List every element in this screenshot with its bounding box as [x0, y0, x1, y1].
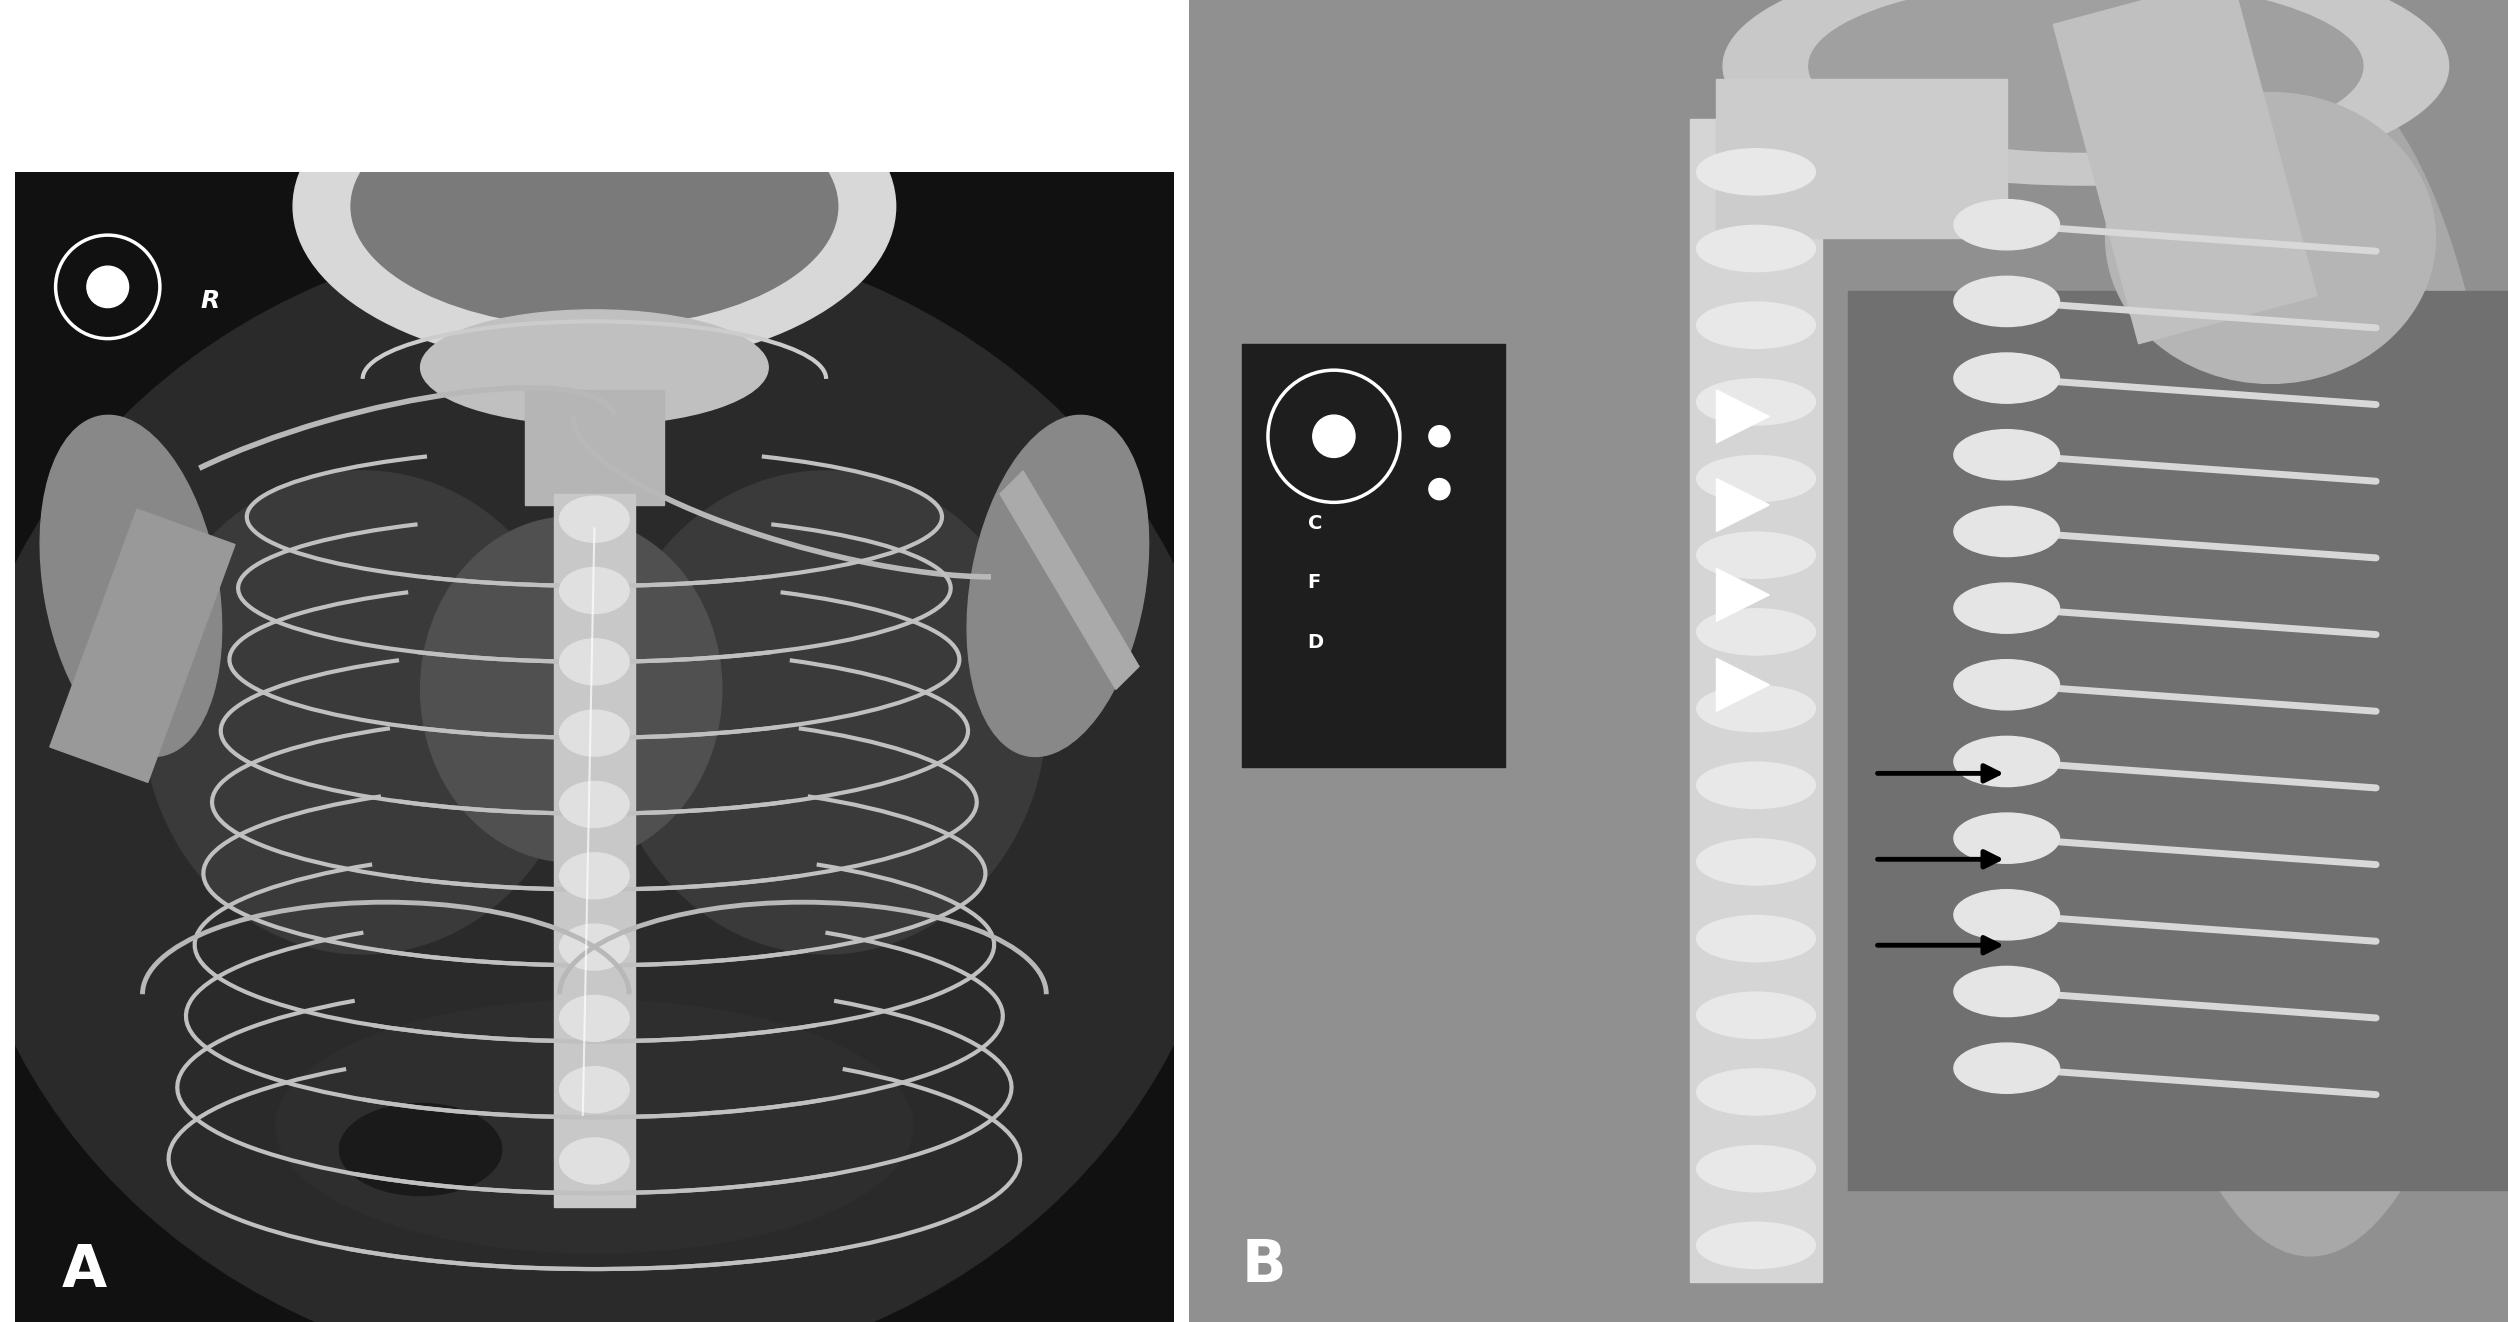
Circle shape: [1430, 479, 1450, 500]
Ellipse shape: [559, 710, 630, 756]
Ellipse shape: [1698, 761, 1816, 808]
Ellipse shape: [559, 496, 630, 542]
Ellipse shape: [1954, 813, 2059, 863]
Bar: [1715, 79, 2006, 238]
Bar: [50, 509, 236, 783]
Ellipse shape: [1698, 455, 1816, 501]
Ellipse shape: [559, 567, 630, 613]
Ellipse shape: [1698, 1223, 1816, 1269]
Bar: [1241, 344, 1505, 767]
Ellipse shape: [559, 781, 630, 828]
Ellipse shape: [2112, 66, 2508, 1256]
Ellipse shape: [1723, 0, 2448, 185]
Text: F: F: [1307, 574, 1322, 592]
Polygon shape: [1715, 390, 1768, 443]
Bar: [554, 494, 635, 1207]
Ellipse shape: [1808, 0, 2363, 152]
Ellipse shape: [559, 1138, 630, 1185]
Ellipse shape: [1954, 200, 2059, 250]
Ellipse shape: [143, 471, 582, 954]
Ellipse shape: [1698, 225, 1816, 272]
Ellipse shape: [40, 415, 221, 756]
Bar: [1848, 291, 2508, 1190]
Ellipse shape: [559, 924, 630, 970]
Text: B: B: [1241, 1237, 1287, 1294]
Ellipse shape: [607, 471, 1046, 954]
Ellipse shape: [1698, 148, 1816, 194]
Circle shape: [88, 266, 128, 308]
Ellipse shape: [1698, 378, 1816, 426]
Ellipse shape: [1954, 583, 2059, 633]
Text: A: A: [60, 1243, 105, 1300]
Circle shape: [1312, 415, 1354, 457]
Ellipse shape: [1954, 736, 2059, 787]
Circle shape: [1430, 426, 1450, 447]
Bar: [524, 390, 665, 505]
Ellipse shape: [421, 309, 767, 424]
Ellipse shape: [1954, 966, 2059, 1017]
Polygon shape: [1715, 479, 1768, 531]
Ellipse shape: [1698, 531, 1816, 579]
Ellipse shape: [559, 995, 630, 1042]
Ellipse shape: [1698, 301, 1816, 348]
Ellipse shape: [293, 45, 895, 368]
Ellipse shape: [1954, 890, 2059, 940]
Ellipse shape: [559, 1067, 630, 1113]
Ellipse shape: [339, 1104, 502, 1195]
Ellipse shape: [1698, 1069, 1816, 1116]
Ellipse shape: [351, 86, 838, 327]
Ellipse shape: [421, 517, 722, 862]
Polygon shape: [1001, 471, 1139, 689]
Text: C: C: [1307, 514, 1322, 533]
Text: D: D: [1307, 633, 1324, 652]
Ellipse shape: [1698, 608, 1816, 654]
Ellipse shape: [276, 999, 913, 1253]
Ellipse shape: [0, 229, 1231, 1322]
Bar: [2054, 0, 2317, 344]
Ellipse shape: [1954, 506, 2059, 557]
Ellipse shape: [1954, 430, 2059, 480]
Ellipse shape: [1698, 992, 1816, 1039]
Ellipse shape: [1698, 1145, 1816, 1192]
Ellipse shape: [1954, 1043, 2059, 1093]
Ellipse shape: [1698, 839, 1816, 886]
Ellipse shape: [1954, 353, 2059, 403]
Ellipse shape: [968, 415, 1149, 756]
Text: R: R: [201, 288, 221, 312]
Ellipse shape: [1954, 660, 2059, 710]
Ellipse shape: [1954, 276, 2059, 327]
Ellipse shape: [559, 853, 630, 899]
Ellipse shape: [1698, 686, 1816, 732]
Bar: [1690, 119, 1821, 1282]
Polygon shape: [1715, 568, 1768, 621]
Polygon shape: [1715, 658, 1768, 711]
Ellipse shape: [2107, 93, 2435, 383]
Ellipse shape: [559, 639, 630, 685]
Ellipse shape: [1698, 916, 1816, 962]
